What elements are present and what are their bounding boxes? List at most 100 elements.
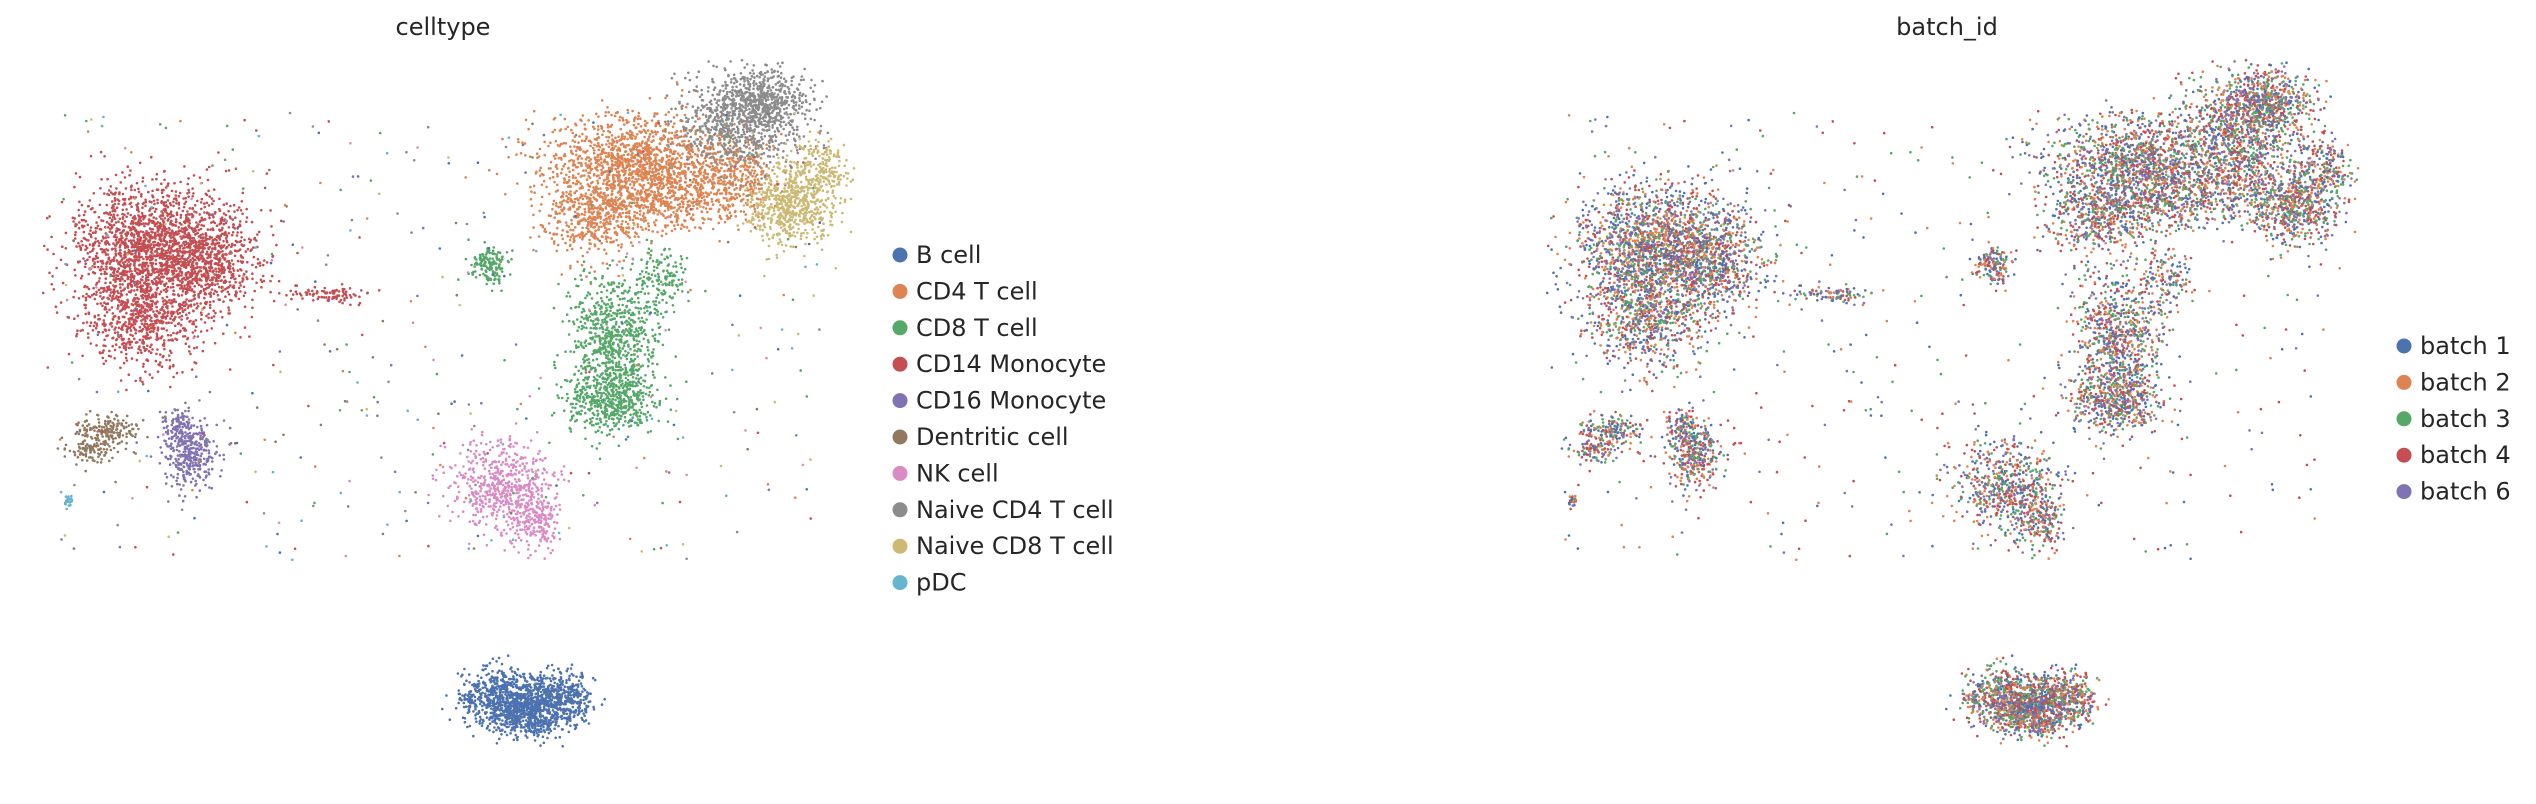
point-cd8-t-cell <box>587 361 591 365</box>
point-cd8-t-cell <box>497 258 501 261</box>
point-cd4-t-cell <box>611 144 614 147</box>
point-cd4-t-cell <box>579 175 583 178</box>
point-cd4-t-cell <box>662 184 666 188</box>
point-cd4-t-cell <box>579 182 582 185</box>
point-cd4-t-cell <box>603 248 606 251</box>
point-cd4-t-cell <box>671 157 674 160</box>
point-cd8-t-cell <box>567 319 571 323</box>
point-cd8-t-cell <box>596 334 599 338</box>
point-cd4-t-cell <box>626 137 629 141</box>
point-cd4-t-cell <box>625 233 628 236</box>
point-b-cell <box>536 682 540 686</box>
point-cd4-t-cell <box>634 196 637 200</box>
point-cd4-t-cell <box>666 147 669 151</box>
point-cd4-t-cell <box>639 189 643 192</box>
point-cd4-t-cell <box>538 147 542 151</box>
point-b-cell <box>493 726 496 729</box>
point-b-cell <box>511 680 514 684</box>
point-cd4-t-cell <box>658 159 661 162</box>
point-cd8-t-cell <box>639 320 642 323</box>
point-cd8-t-cell <box>482 264 486 267</box>
point-cd4-t-cell <box>599 221 602 224</box>
point-cd4-t-cell <box>689 217 693 221</box>
point-cd4-t-cell <box>646 199 649 203</box>
point-b-cell <box>477 689 481 693</box>
point-cd8-t-cell <box>602 285 606 289</box>
point-cd4-t-cell <box>666 207 670 210</box>
point-cd4-t-cell <box>587 163 590 167</box>
point-cd4-t-cell <box>534 172 538 175</box>
point-cd4-t-cell <box>643 119 647 123</box>
point-cd8-t-cell <box>621 347 624 350</box>
point-b-cell <box>495 691 498 695</box>
point-cd4-t-cell <box>675 144 679 147</box>
point-cd8-t-cell <box>627 289 631 293</box>
point-cd4-t-cell <box>642 206 645 210</box>
point-cd4-t-cell <box>577 172 580 176</box>
point-cd4-t-cell <box>610 123 614 127</box>
point-cd4-t-cell <box>740 177 744 180</box>
point-cd4-t-cell <box>753 178 756 181</box>
point-cd4-t-cell <box>765 143 768 146</box>
point-b-cell <box>519 720 522 724</box>
point-cd4-t-cell <box>631 186 634 190</box>
point-cd4-t-cell <box>628 236 631 239</box>
point-cd8-t-cell <box>602 380 605 384</box>
point-cd4-t-cell <box>555 232 559 236</box>
point-cd4-t-cell <box>743 156 746 159</box>
point-b-cell <box>538 702 541 705</box>
point-cd8-t-cell <box>618 312 622 315</box>
point-cd4-t-cell <box>576 157 580 161</box>
point-cd4-t-cell <box>604 214 607 217</box>
point-b-cell <box>491 670 494 673</box>
point-b-cell <box>557 698 560 702</box>
point-cd4-t-cell <box>597 247 600 251</box>
point-cd8-t-cell <box>617 303 621 307</box>
point-b-cell <box>489 715 493 719</box>
point-cd8-t-cell <box>637 290 640 294</box>
point-cd8-t-cell <box>506 259 510 263</box>
point-b-cell <box>522 675 526 679</box>
point-cd4-t-cell <box>734 183 738 186</box>
point-cd4-t-cell <box>674 212 678 216</box>
point-cd4-t-cell <box>573 235 576 238</box>
point-cd4-t-cell <box>635 148 638 151</box>
point-cd4-t-cell <box>695 181 698 184</box>
point-b-cell <box>470 701 473 704</box>
point-cd4-t-cell <box>620 243 623 246</box>
point-b-cell <box>548 677 552 680</box>
point-cd8-t-cell <box>604 356 608 360</box>
point-b-cell <box>481 721 484 725</box>
point-cd4-t-cell <box>570 158 573 162</box>
point-cd4-t-cell <box>641 214 645 218</box>
point-cd8-t-cell <box>474 276 478 279</box>
point-cd4-t-cell <box>595 138 599 141</box>
point-b-cell <box>570 663 574 666</box>
point-b-cell <box>534 712 538 715</box>
point-cd4-t-cell <box>669 205 673 208</box>
point-cd4-t-cell <box>635 211 639 215</box>
point-b-cell <box>538 685 541 689</box>
point-cd4-t-cell <box>747 175 750 179</box>
point-cd4-t-cell <box>515 153 518 156</box>
point-cd8-t-cell <box>483 261 487 265</box>
point-cd4-t-cell <box>636 145 639 148</box>
point-cd4-t-cell <box>710 197 714 201</box>
point-cd4-t-cell <box>632 123 636 127</box>
point-cd8-t-cell <box>610 281 614 284</box>
point-b-cell <box>463 720 467 724</box>
point-cd8-t-cell <box>636 330 640 333</box>
point-cd4-t-cell <box>565 173 568 177</box>
point-cd8-t-cell <box>613 317 616 320</box>
point-cd8-t-cell <box>611 259 614 262</box>
point-b-cell <box>474 717 478 720</box>
point-b-cell <box>545 728 548 731</box>
point-cd4-t-cell <box>638 209 642 213</box>
point-cd4-t-cell <box>685 184 689 187</box>
point-cd8-t-cell <box>473 257 477 260</box>
point-b-cell <box>545 722 549 725</box>
point-cd4-t-cell <box>631 176 634 180</box>
point-b-cell <box>575 723 579 727</box>
point-cd4-t-cell <box>636 189 640 193</box>
point-b-cell <box>564 700 567 703</box>
